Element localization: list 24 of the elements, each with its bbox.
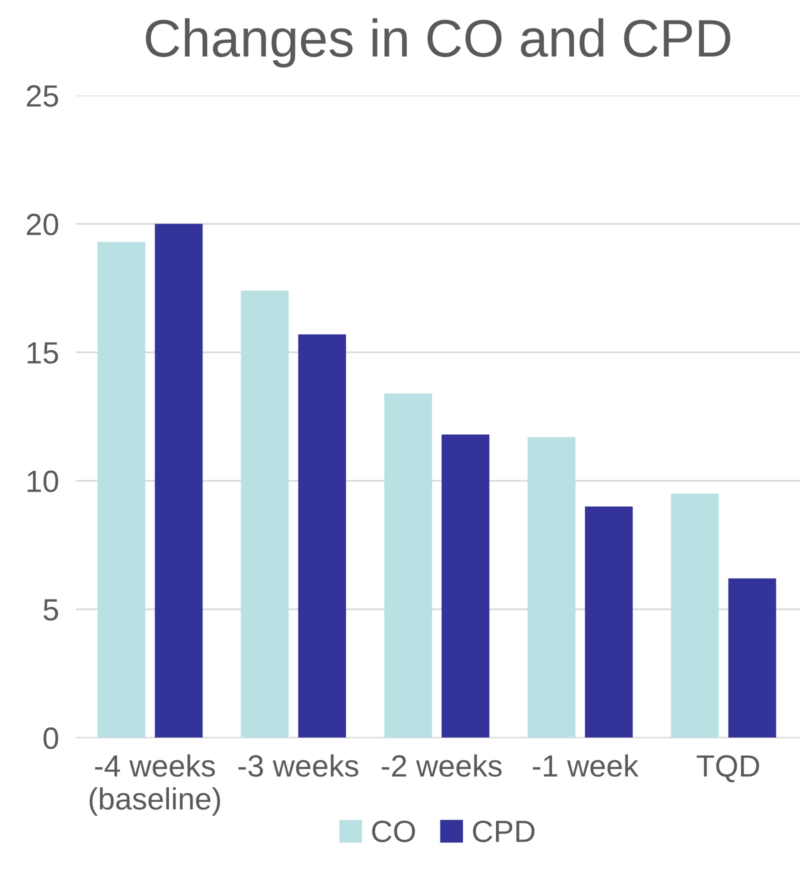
bar bbox=[384, 393, 432, 738]
bar bbox=[442, 434, 490, 738]
x-tick-label: -1 week bbox=[532, 754, 638, 777]
legend-label: CPD bbox=[472, 820, 534, 842]
y-tick-label: 0 bbox=[44, 727, 58, 750]
bar bbox=[528, 437, 576, 738]
bar bbox=[298, 334, 346, 738]
chart-title: Changes in CO and CPD bbox=[146, 18, 730, 68]
bar bbox=[154, 224, 203, 738]
legend-label: CO bbox=[372, 820, 415, 842]
bar bbox=[728, 578, 776, 738]
bar bbox=[240, 290, 289, 738]
x-tick-label: TQD bbox=[696, 755, 760, 782]
y-tick-label: 5 bbox=[44, 599, 58, 621]
x-tick-label: -4 weeks (baseline) bbox=[90, 754, 220, 816]
y-tick-label: 10 bbox=[28, 470, 58, 492]
x-tick-label: -3 weeks bbox=[238, 754, 358, 777]
y-tick-label: 25 bbox=[26, 85, 58, 107]
bar bbox=[584, 506, 633, 738]
bar bbox=[98, 242, 146, 738]
y-tick-label: 20 bbox=[26, 214, 58, 236]
bar bbox=[670, 494, 719, 738]
x-tick-label: -2 weeks bbox=[382, 754, 502, 777]
y-tick-label: 15 bbox=[28, 342, 58, 364]
